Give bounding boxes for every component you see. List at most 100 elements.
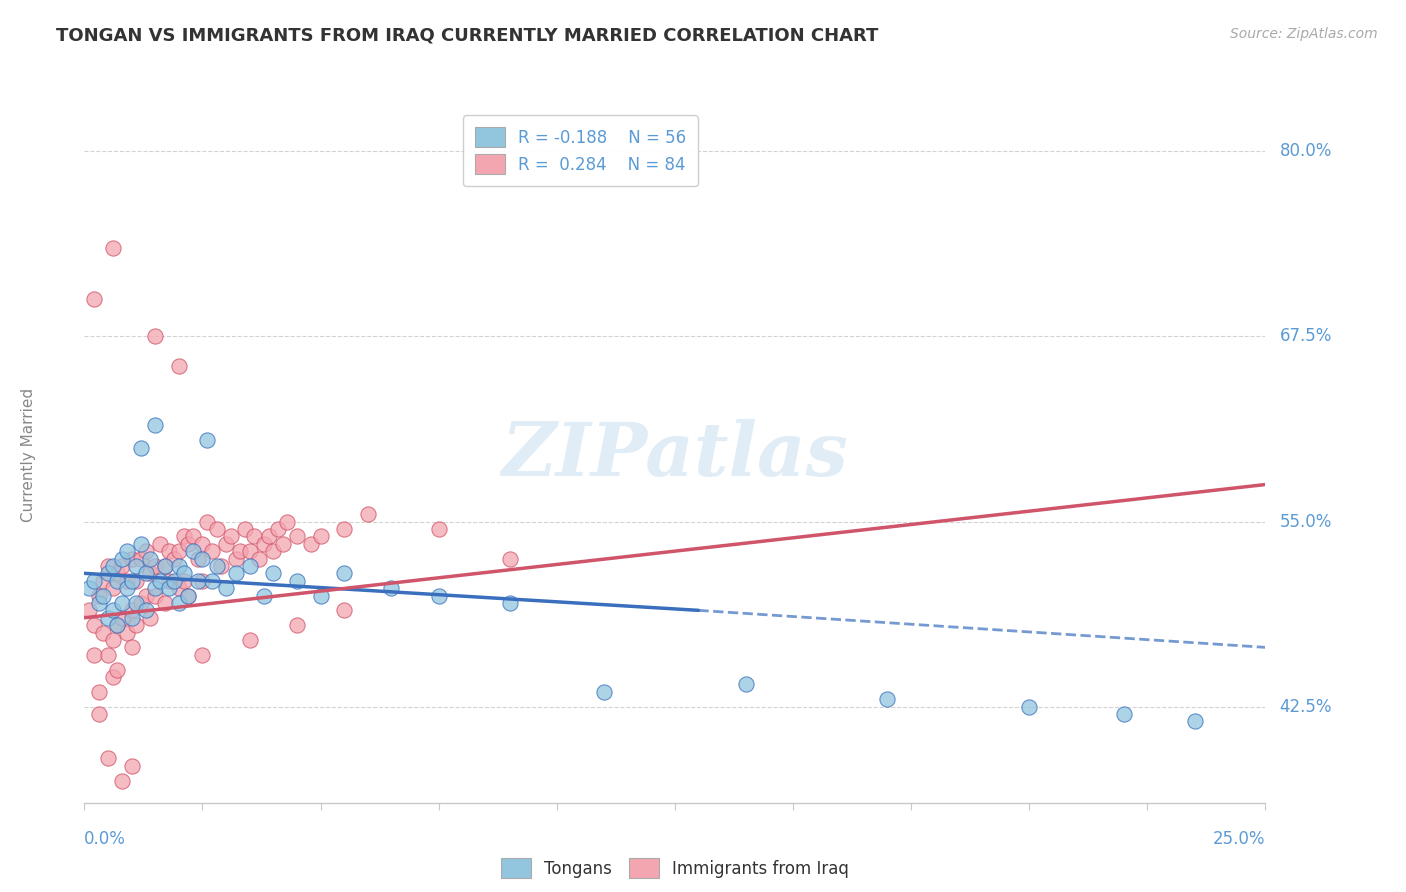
Point xyxy=(97,751,120,765)
Point xyxy=(253,589,276,603)
Point xyxy=(380,581,402,595)
Point xyxy=(187,574,209,588)
Point xyxy=(129,441,152,455)
Point xyxy=(107,566,129,581)
Text: TONGAN VS IMMIGRANTS FROM IRAQ CURRENTLY MARRIED CORRELATION CHART: TONGAN VS IMMIGRANTS FROM IRAQ CURRENTLY… xyxy=(56,27,879,45)
Point xyxy=(215,581,238,595)
Point xyxy=(157,544,180,558)
Point xyxy=(215,537,238,551)
Point xyxy=(91,589,114,603)
Point xyxy=(143,558,166,573)
Point xyxy=(285,529,308,543)
Point xyxy=(225,551,247,566)
Point xyxy=(121,640,143,655)
Point xyxy=(115,581,138,595)
Point xyxy=(83,648,105,662)
Text: 80.0%: 80.0% xyxy=(1279,143,1331,161)
Point xyxy=(267,522,290,536)
Point xyxy=(157,581,180,595)
Point xyxy=(129,551,152,566)
Point xyxy=(87,596,110,610)
Point xyxy=(191,648,214,662)
Point xyxy=(149,574,172,588)
Point xyxy=(121,611,143,625)
Point xyxy=(239,544,262,558)
Point xyxy=(734,677,756,691)
Point xyxy=(153,558,176,573)
Point xyxy=(97,648,120,662)
Point xyxy=(111,596,134,610)
Point xyxy=(135,566,157,581)
Point xyxy=(167,581,190,595)
Point xyxy=(173,566,195,581)
Point xyxy=(593,685,616,699)
Point xyxy=(195,433,218,447)
Text: 42.5%: 42.5% xyxy=(1279,698,1331,715)
Point xyxy=(153,558,176,573)
Point xyxy=(149,537,172,551)
Point xyxy=(285,574,308,588)
Point xyxy=(285,618,308,632)
Point xyxy=(205,522,228,536)
Point xyxy=(101,241,124,255)
Point xyxy=(135,589,157,603)
Point xyxy=(257,529,280,543)
Point xyxy=(239,632,262,647)
Point xyxy=(111,611,134,625)
Point xyxy=(77,581,100,595)
Point xyxy=(101,670,124,684)
Point xyxy=(91,574,114,588)
Point xyxy=(139,611,162,625)
Point xyxy=(121,603,143,617)
Point xyxy=(101,558,124,573)
Point xyxy=(299,537,322,551)
Point xyxy=(83,574,105,588)
Point xyxy=(333,566,356,581)
Point xyxy=(262,566,284,581)
Point xyxy=(167,596,190,610)
Text: Currently Married: Currently Married xyxy=(21,388,35,522)
Point xyxy=(121,759,143,773)
Point xyxy=(87,685,110,699)
Point xyxy=(143,329,166,343)
Point xyxy=(135,544,157,558)
Text: 25.0%: 25.0% xyxy=(1213,830,1265,847)
Point xyxy=(83,618,105,632)
Point xyxy=(121,551,143,566)
Point xyxy=(101,603,124,617)
Text: 55.0%: 55.0% xyxy=(1279,513,1331,531)
Point xyxy=(115,544,138,558)
Point xyxy=(153,596,176,610)
Point xyxy=(195,515,218,529)
Point xyxy=(243,529,266,543)
Point xyxy=(247,551,270,566)
Point xyxy=(125,596,148,610)
Point xyxy=(201,574,224,588)
Point xyxy=(1112,706,1135,721)
Point xyxy=(309,529,332,543)
Point xyxy=(219,529,242,543)
Point xyxy=(173,574,195,588)
Point xyxy=(191,537,214,551)
Point xyxy=(77,603,100,617)
Point xyxy=(167,558,190,573)
Point xyxy=(181,529,204,543)
Point xyxy=(271,537,294,551)
Point xyxy=(225,566,247,581)
Point xyxy=(101,632,124,647)
Point xyxy=(205,558,228,573)
Point xyxy=(209,558,232,573)
Point xyxy=(111,551,134,566)
Point xyxy=(1018,699,1040,714)
Point xyxy=(427,522,450,536)
Point xyxy=(262,544,284,558)
Point xyxy=(87,706,110,721)
Point xyxy=(107,574,129,588)
Text: 0.0%: 0.0% xyxy=(84,830,127,847)
Point xyxy=(97,566,120,581)
Legend: Tongans, Immigrants from Iraq: Tongans, Immigrants from Iraq xyxy=(494,851,856,885)
Point xyxy=(143,581,166,595)
Point xyxy=(111,773,134,788)
Point xyxy=(139,551,162,566)
Point xyxy=(121,574,143,588)
